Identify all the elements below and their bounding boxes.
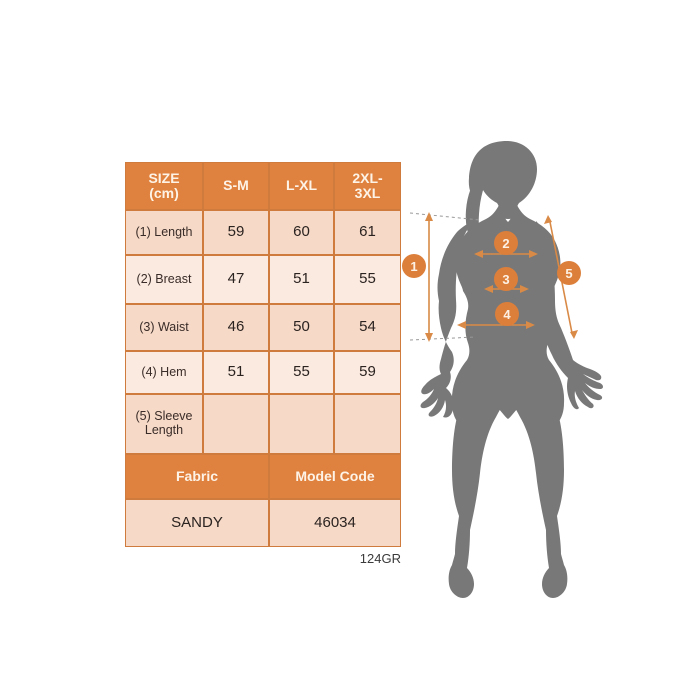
svg-text:5: 5 (565, 266, 572, 281)
svg-text:2: 2 (502, 236, 509, 251)
svg-text:4: 4 (503, 307, 511, 322)
svg-text:3: 3 (502, 272, 509, 287)
svg-text:1: 1 (410, 259, 417, 274)
